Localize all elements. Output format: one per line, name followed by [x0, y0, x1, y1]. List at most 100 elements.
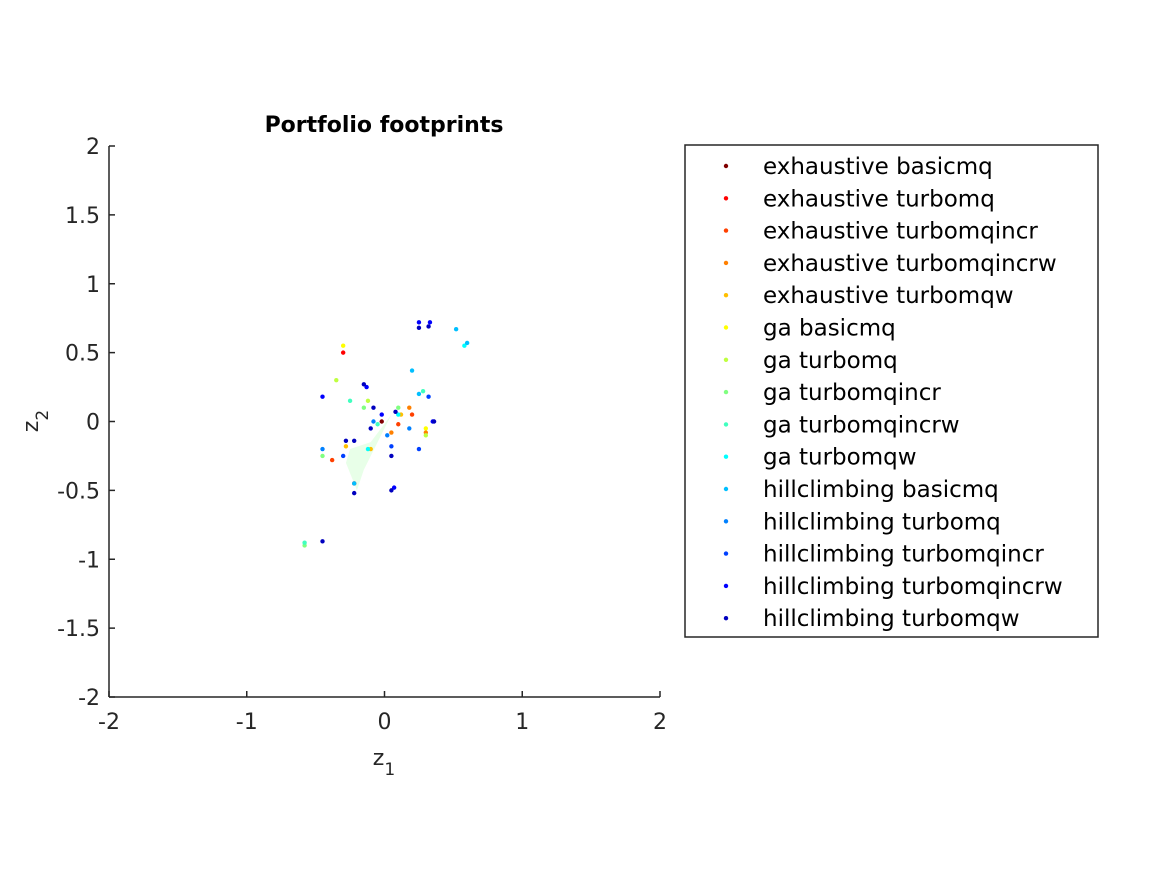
data-point: [416, 391, 422, 397]
chart-title: Portfolio footprints: [265, 113, 504, 138]
legend-marker: [723, 357, 729, 362]
data-point: [389, 488, 394, 493]
data-point: [426, 394, 431, 399]
series-points: [329, 412, 415, 463]
data-point: [420, 388, 426, 394]
data-point: [396, 412, 401, 417]
legend-item: exhaustive turbomqincrw: [723, 251, 1057, 277]
footprint-region: [345, 414, 392, 491]
data-point: [365, 398, 371, 404]
legend-label: hillclimbing turbomqincrw: [763, 574, 1063, 600]
y-tick-label: 2: [86, 135, 100, 160]
data-point: [407, 426, 412, 431]
data-point: [379, 412, 384, 417]
plot-area: [302, 320, 470, 548]
legend-marker: [723, 551, 729, 556]
data-point: [423, 426, 429, 431]
legend-label: exhaustive basicmq: [763, 154, 993, 180]
data-point: [343, 444, 349, 449]
legend-item: hillclimbing basicmq: [723, 477, 999, 503]
data-point: [320, 453, 325, 459]
data-point: [416, 320, 422, 325]
legend-box: [684, 144, 1099, 638]
data-point: [431, 419, 437, 424]
data-point: [389, 444, 394, 449]
data-point: [361, 382, 367, 387]
x-tick-label: 2: [653, 710, 667, 735]
x-axis-label-main: z: [373, 746, 385, 771]
y-tick-label: 0: [86, 411, 100, 436]
x-axis-ticks: -2 -1 0 1 2: [98, 691, 667, 735]
data-point: [453, 327, 459, 332]
legend-label: exhaustive turbomqincr: [763, 219, 1038, 245]
data-points: [302, 320, 470, 548]
y-tick-label: -0.5: [57, 479, 100, 504]
data-point: [320, 446, 325, 452]
data-point: [407, 405, 412, 410]
data-point: [389, 453, 394, 459]
legend-label: ga turbomq: [763, 348, 898, 374]
data-point: [409, 368, 415, 373]
series-points: [302, 388, 426, 545]
data-point: [351, 481, 357, 486]
data-point: [393, 409, 398, 415]
data-point: [391, 485, 397, 490]
legend-item: hillclimbing turbomq: [723, 509, 1001, 535]
data-point: [365, 446, 371, 452]
x-tick-label: -1: [236, 710, 258, 735]
legend-marker: [723, 616, 729, 621]
data-point: [351, 438, 357, 443]
x-axis-label: z1: [373, 746, 395, 780]
legend-label: ga turbomqincrw: [763, 412, 960, 438]
y-tick-label: -1.5: [57, 617, 100, 642]
legend-label: hillclimbing turbomq: [763, 509, 1001, 535]
legend-item: exhaustive turbomq: [723, 186, 995, 212]
data-point: [343, 438, 349, 443]
data-point: [320, 394, 325, 399]
legend-marker: [723, 163, 729, 169]
legend-item: ga basicmq: [723, 316, 896, 342]
legend-marker: [723, 389, 729, 395]
y-axis-label-sub: 2: [33, 410, 53, 421]
data-point: [416, 325, 422, 331]
legend-item: hillclimbing turbomqincr: [723, 542, 1044, 568]
legend-marker: [723, 486, 729, 492]
series-points: [365, 343, 467, 452]
data-point: [347, 398, 353, 404]
series-points: [379, 419, 384, 424]
legend-label: ga basicmq: [763, 316, 896, 342]
legend-item: ga turbomqincrw: [723, 412, 960, 438]
data-point: [334, 377, 339, 383]
legend-item: ga turbomqincr: [723, 380, 941, 406]
legend-label: ga turbomqincr: [763, 380, 941, 406]
y-axis-label-main: z: [19, 421, 44, 433]
legend-marker: [723, 454, 729, 459]
data-point: [423, 433, 429, 438]
data-point: [427, 320, 433, 325]
data-point: [396, 422, 401, 427]
legend-label: exhaustive turbomqincrw: [763, 251, 1057, 277]
y-axis-ticks: -2 -1.5 -1 -0.5 0 0.5 1 1.5 2: [57, 135, 115, 711]
data-point: [371, 419, 376, 424]
legend-label: exhaustive turbomqw: [763, 283, 1014, 309]
data-point: [375, 422, 380, 427]
data-point: [385, 433, 390, 438]
legend-marker: [723, 228, 729, 233]
legend-marker: [723, 519, 729, 524]
axes: -2 -1 0 1 2 -2 -1.5 -1 -0.5 0 0.5 1 1.5 2: [57, 135, 667, 735]
data-point: [371, 405, 376, 410]
series-points: [340, 343, 429, 431]
legend-label: ga turbomqw: [763, 445, 917, 471]
series-points: [334, 377, 429, 438]
legend-item: exhaustive basicmq: [723, 154, 993, 180]
data-point: [426, 324, 431, 329]
data-point: [340, 453, 346, 459]
legend-item: ga turbomqw: [723, 445, 917, 471]
legend-marker: [723, 583, 729, 589]
legend-marker: [723, 196, 729, 201]
legend-label: hillclimbing turbomqincr: [763, 542, 1044, 568]
x-axis-label-sub: 1: [384, 760, 395, 780]
y-tick-label: 1: [86, 273, 100, 298]
data-point: [340, 343, 346, 348]
